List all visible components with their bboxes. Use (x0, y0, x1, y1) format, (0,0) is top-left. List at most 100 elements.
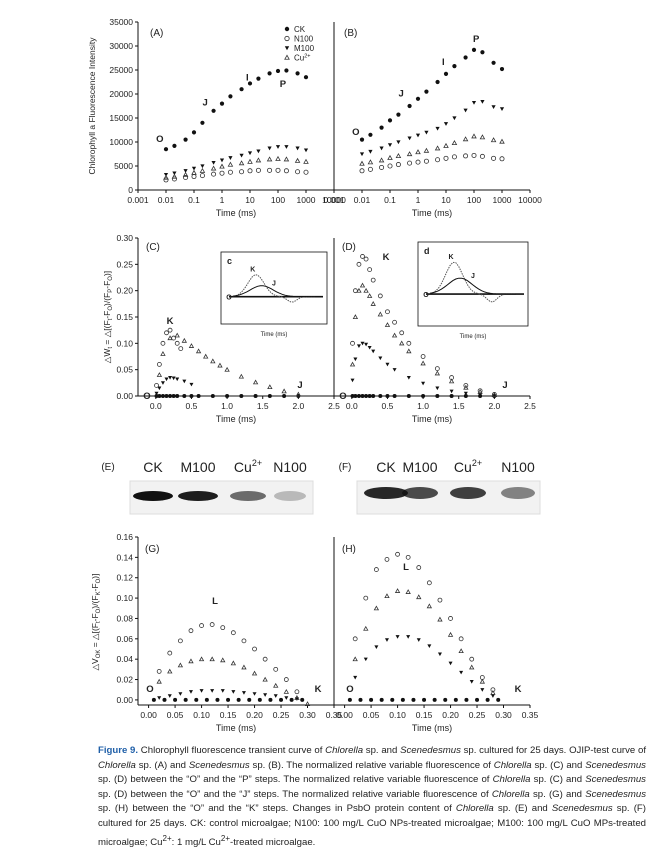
data-point-g-0 (268, 697, 273, 702)
panel-b-x-tick-label: 0.001 (323, 195, 345, 205)
data-point-b-3 (434, 145, 441, 151)
data-point-c-2 (182, 379, 187, 384)
data-point-d-2 (435, 386, 440, 391)
data-point-d-2 (478, 393, 483, 397)
data-point-d-1 (377, 293, 383, 299)
data-point-a-0 (219, 101, 225, 106)
data-point-d-1 (367, 267, 373, 273)
data-point-g-0 (300, 697, 305, 702)
panel-a-y-tick-label: 25000 (109, 65, 133, 75)
data-point-d-0 (378, 394, 383, 398)
data-point-h-1 (405, 554, 411, 560)
data-point-h-1 (416, 565, 422, 570)
data-point-a-2 (200, 164, 205, 169)
inset-d-step-label: O (423, 292, 429, 299)
data-point-h-1 (448, 616, 453, 621)
blot-f-band (501, 487, 535, 499)
data-point-c-0 (189, 394, 194, 398)
panel-a-y-tick-label: 15000 (109, 113, 133, 123)
legend-label: CK (294, 25, 306, 34)
panel-d-x-tick-label: 2.5 (524, 401, 536, 411)
data-point-a-3 (163, 174, 169, 180)
data-point-d-0 (367, 394, 372, 398)
panel-d-x-tick-label: 1.0 (417, 401, 429, 411)
data-point-c-2 (160, 381, 165, 385)
data-point-a-3 (199, 167, 206, 173)
data-point-b-2 (499, 107, 505, 111)
data-point-d-1 (434, 366, 440, 372)
data-point-b-2 (491, 105, 496, 110)
data-point-g-0 (289, 697, 294, 702)
data-point-a-0 (295, 71, 300, 76)
panel-h-x-tick-label: 0.10 (389, 710, 406, 720)
data-point-c-0 (210, 394, 215, 398)
data-point-b-3 (423, 147, 430, 153)
data-point-b-2 (368, 149, 373, 154)
data-point-g-2 (178, 692, 183, 696)
data-point-g-1 (209, 622, 215, 627)
data-point-b-3 (387, 154, 393, 160)
data-point-b-0 (424, 89, 429, 94)
data-point-b-0 (463, 55, 468, 60)
data-point-b-1 (443, 155, 449, 161)
data-point-g-0 (194, 697, 199, 702)
data-point-a-0 (284, 68, 289, 73)
data-point-d-2 (360, 341, 365, 346)
data-point-d-2 (356, 344, 361, 348)
inset-c-step-label: K (250, 267, 255, 274)
data-point-g-0 (279, 697, 284, 702)
data-point-b-1 (463, 153, 469, 159)
data-point-a-2 (183, 169, 188, 173)
y-title-part: t (96, 621, 102, 623)
panel-g-x-tick-label: 0.10 (193, 710, 210, 720)
data-point-a-3 (275, 155, 281, 161)
data-point-c-3 (181, 337, 188, 343)
panel-a-x-axis-title: Time (ms) (216, 208, 256, 218)
data-point-d-3 (356, 287, 362, 293)
caption-text: sp. (D) between the “O” and the “J” step… (98, 788, 492, 800)
data-point-d-2 (385, 362, 390, 367)
data-point-g-1 (220, 625, 226, 631)
blot-e-band (178, 491, 218, 501)
data-point-d-3 (363, 287, 369, 293)
data-point-a-3 (227, 161, 234, 167)
panel-a-y-tick-label: 35000 (109, 17, 133, 27)
blot-f-label: (F) (339, 462, 352, 473)
data-point-b-2 (443, 122, 449, 126)
panel-b-x-tick-label: 1000 (493, 195, 512, 205)
data-point-b-1 (415, 159, 421, 165)
data-point-g-1 (283, 677, 289, 682)
data-point-b-0 (368, 132, 373, 137)
blot-f-band (402, 487, 438, 499)
data-point-h-1 (469, 656, 475, 662)
lane-superscript: 2+ (472, 458, 482, 468)
data-point-c-3 (224, 366, 230, 372)
panel-b-x-tick-label: 0.1 (384, 195, 396, 205)
data-point-b-1 (435, 157, 441, 163)
data-point-a-0 (200, 120, 205, 125)
data-point-d-2 (421, 381, 426, 386)
data-point-b-0 (379, 125, 384, 130)
data-point-a-2 (275, 145, 281, 149)
inset-d-label: d (424, 246, 430, 256)
data-point-h-0 (400, 697, 405, 702)
inset-c-frame (220, 251, 328, 325)
blot-e-band (133, 491, 173, 501)
y-title-part: )] (90, 573, 100, 578)
data-point-h-2 (437, 652, 442, 657)
y-title-part: OK (96, 650, 102, 659)
y-title-part: O (96, 578, 102, 583)
panel-g-y-axis-title: △VOK = △[(Ft-FO)/(FK-FO)] (90, 573, 102, 670)
data-point-a-2 (303, 148, 309, 153)
data-point-g-0 (183, 697, 188, 702)
panel-h-x-tick-label: 0.00 (336, 710, 353, 720)
y-title-part: )] (102, 271, 112, 276)
legend-label: Cu2+ (294, 54, 311, 63)
data-point-c-3 (203, 353, 209, 359)
data-point-h-3 (469, 664, 475, 670)
data-point-h-3 (394, 588, 401, 593)
data-point-b-0 (452, 64, 457, 69)
data-point-h-1 (437, 597, 443, 603)
y-title-part: -F (90, 583, 100, 591)
data-point-d-0 (356, 394, 361, 398)
